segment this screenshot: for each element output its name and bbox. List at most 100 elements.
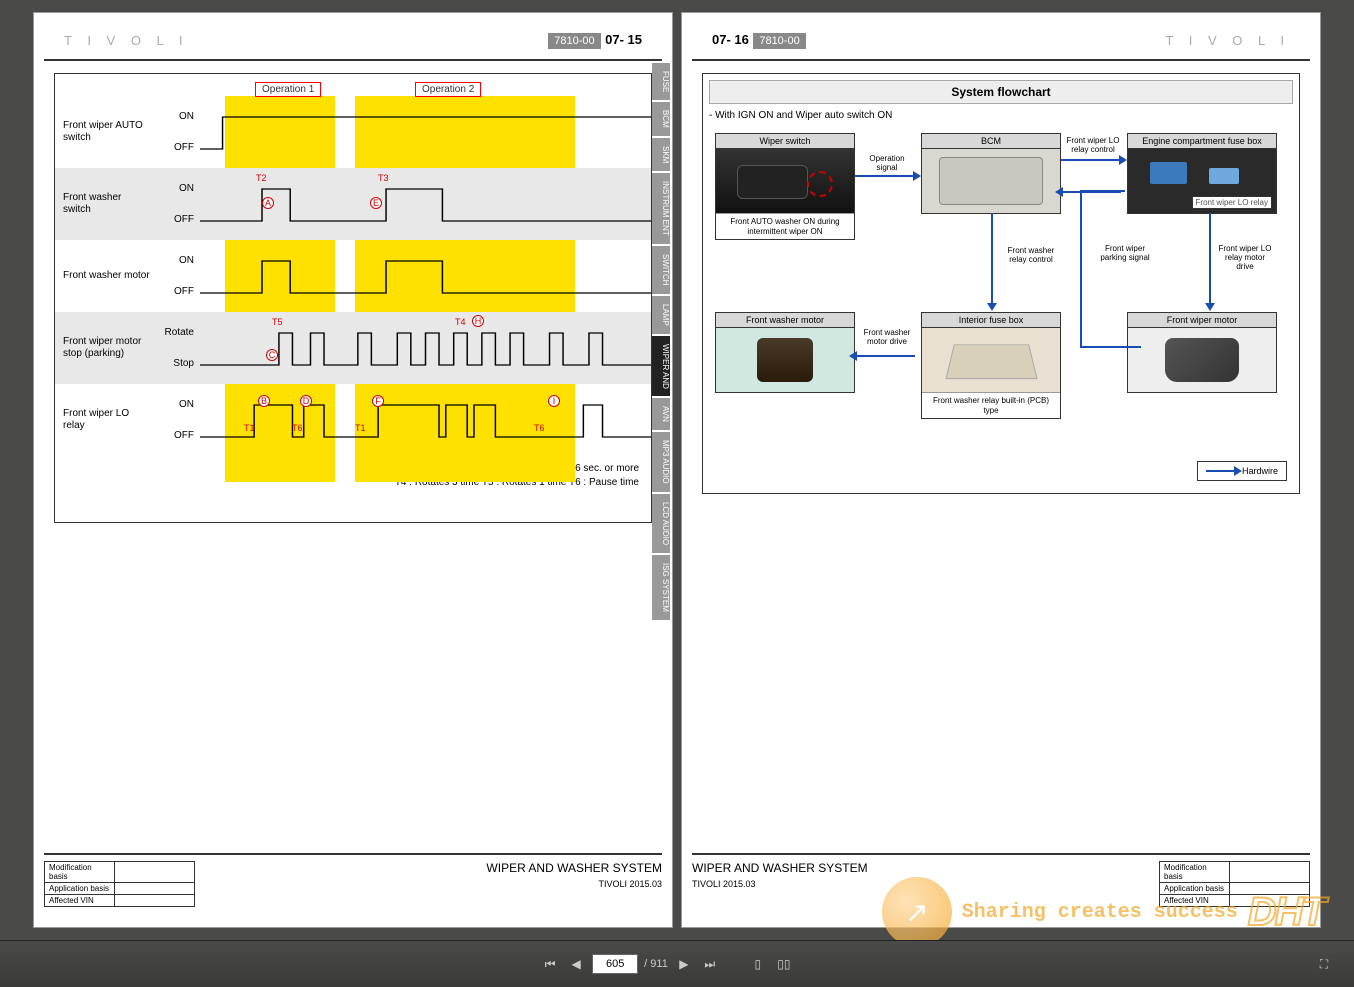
tab-instrum-ent[interactable]: INSTRUM ENT — [652, 173, 670, 244]
signal-label: Front washer motor — [55, 270, 150, 282]
system-title: WIPER AND WASHER SYSTEM — [486, 861, 662, 875]
washer-motor-image — [716, 328, 854, 392]
label-op-signal: Operation signal — [861, 155, 913, 173]
tab-fuse[interactable]: FUSE — [652, 63, 670, 100]
t6-label-b: T6 — [534, 423, 545, 433]
first-page-button[interactable]: ⏮ — [540, 954, 560, 974]
page-total: / 911 — [644, 958, 668, 970]
page-input[interactable] — [592, 954, 638, 974]
pdf-toolbar: ⏮ ◀ / 911 ▶ ⏭ ▯ ▯▯ ⛶ — [0, 940, 1354, 987]
rev-value — [115, 862, 195, 883]
prev-page-button[interactable]: ◀ — [566, 954, 586, 974]
legend-hardwire: Hardwire — [1197, 461, 1287, 481]
bcm-image — [922, 149, 1060, 213]
label-lo-relay-ctrl: Front wiper LO relay control — [1061, 137, 1125, 155]
signal-label: Front wiper LO relay — [55, 408, 150, 432]
signal-row-motor-stop: Front wiper motor stop (parking) RotateS… — [55, 312, 651, 384]
page-left: T I V O L I 7810-00 07- 15 Operation 1 O… — [33, 12, 673, 928]
tab-avn[interactable]: AVN — [652, 398, 670, 430]
signal-row-washer-switch: Front washer switch ONOFF T2 T3 A E — [55, 168, 651, 240]
rev-value — [115, 883, 195, 895]
label-washer-drive: Front washer motor drive — [859, 329, 915, 347]
flowchart-title: System flowchart — [709, 80, 1293, 104]
signal-row-auto-switch: Front wiper AUTO switch ONOFF — [55, 96, 651, 168]
t1-label-a: T1 — [244, 423, 255, 433]
signal-label: Front wiper motor stop (parking) — [55, 336, 150, 360]
arrow-lo-relay-drive — [1209, 213, 1211, 305]
watermark-icon: ↗ — [882, 877, 952, 947]
interior-fuse-image — [922, 328, 1060, 392]
arrow-lo-relay-ctrl — [1061, 159, 1121, 161]
t4-label: T4 — [455, 317, 466, 327]
brand-right: T I V O L I — [1165, 33, 1290, 48]
tab-lcd-audio[interactable]: LCD AUDIO — [652, 494, 670, 553]
tab-bcm[interactable]: BCM — [652, 102, 670, 136]
page-header-right: 07- 16 7810-00 T I V O L I — [692, 21, 1310, 61]
marker-I: I — [548, 395, 560, 407]
tab-mp3-audio[interactable]: MP3 AUDIO — [652, 432, 670, 492]
wiper-switch-image — [716, 149, 854, 213]
box-bcm: BCM — [921, 133, 1061, 214]
t2-label: T2 — [256, 173, 267, 183]
flowchart-condition: - With IGN ON and Wiper auto switch ON — [709, 110, 1293, 121]
t1-label-b: T1 — [355, 423, 366, 433]
label-washer-relay-ctrl: Front washer relay control — [1001, 247, 1061, 265]
rev-label: Affected VIN — [45, 895, 115, 907]
arrow-op-signal — [855, 175, 915, 177]
box-washer-motor: Front washer motor — [715, 312, 855, 393]
tab-wiper-and[interactable]: WIPER AND — [652, 336, 670, 397]
rev-label: Application basis — [45, 883, 115, 895]
fullscreen-button[interactable]: ⛶ — [1314, 954, 1334, 974]
marker-H: H — [472, 315, 484, 327]
signal-row-lo-relay: Front wiper LO relay ONOFF T1 T6 T1 T6 B… — [55, 384, 651, 456]
t3-label: T3 — [378, 173, 389, 183]
watermark-text: Sharing creates success — [962, 901, 1238, 924]
page-header-left: T I V O L I 7810-00 07- 15 — [44, 21, 662, 61]
t6-label-a: T6 — [292, 423, 303, 433]
t5-label: T5 — [272, 317, 283, 327]
rev-label: Modification basis — [45, 862, 115, 883]
signal-label: Front washer switch — [55, 192, 150, 216]
box-interior-fuse: Interior fuse box Front washer relay bui… — [921, 312, 1061, 419]
two-page-icon[interactable]: ▯▯ — [774, 954, 794, 974]
legend-arrow-icon — [1206, 470, 1236, 472]
system-date: TIVOLI 2015.03 — [486, 879, 662, 889]
operation-1-label: Operation 1 — [255, 82, 321, 97]
watermark: ↗ Sharing creates success DHT — [882, 877, 1324, 947]
rev-value — [115, 895, 195, 907]
tab-skm[interactable]: SKM — [652, 138, 670, 171]
timing-diagram: Operation 1 Operation 2 Front wiper AUTO… — [54, 73, 652, 523]
watermark-logo: DHT — [1248, 890, 1324, 935]
tab-isg-system[interactable]: ISG SYSTEM — [652, 555, 670, 620]
marker-B: B — [258, 395, 270, 407]
tab-lamp[interactable]: LAMP — [652, 296, 670, 334]
marker-F: F — [372, 395, 384, 407]
page-number: 07- 15 — [605, 32, 642, 47]
arrow-washer-relay-ctrl — [991, 213, 993, 305]
page-right: 07- 16 7810-00 T I V O L I System flowch… — [681, 12, 1321, 928]
flowchart-grid: Wiper switch Front AUTO washer ON during… — [709, 127, 1293, 487]
box-wiper-motor: Front wiper motor — [1127, 312, 1277, 393]
flowchart-container: System flowchart - With IGN ON and Wiper… — [702, 73, 1300, 494]
tab-switch[interactable]: SWITCH — [652, 246, 670, 294]
page-number: 07- 16 — [712, 32, 749, 47]
section-tabs: FUSE BCM SKM INSTRUM ENT SWITCH LAMP WIPER AND… — [652, 63, 670, 620]
brand-left: T I V O L I — [64, 33, 189, 48]
page-footer-left: Modification basisApplication basisAffec… — [44, 853, 662, 907]
pdf-viewer: T I V O L I 7810-00 07- 15 Operation 1 O… — [0, 0, 1354, 940]
signal-row-washer-motor: Front washer motor ONOFF — [55, 240, 651, 312]
operation-2-label: Operation 2 — [415, 82, 481, 97]
wiper-motor-image — [1128, 328, 1276, 392]
marker-A: A — [262, 197, 274, 209]
signal-label: Front wiper AUTO switch — [55, 120, 150, 144]
next-page-button[interactable]: ▶ — [674, 954, 694, 974]
marker-D: D — [300, 395, 312, 407]
arrow-washer-drive — [855, 355, 915, 357]
parking-signal-path — [1061, 191, 1141, 351]
system-date: TIVOLI 2015.03 — [692, 879, 868, 889]
label-lo-relay-drive: Front wiper LO relay motor drive — [1217, 245, 1273, 271]
single-page-icon[interactable]: ▯ — [748, 954, 768, 974]
page-code: 7810-00 — [753, 33, 805, 49]
last-page-button[interactable]: ⏭ — [700, 954, 720, 974]
page-code: 7810-00 — [548, 33, 600, 49]
